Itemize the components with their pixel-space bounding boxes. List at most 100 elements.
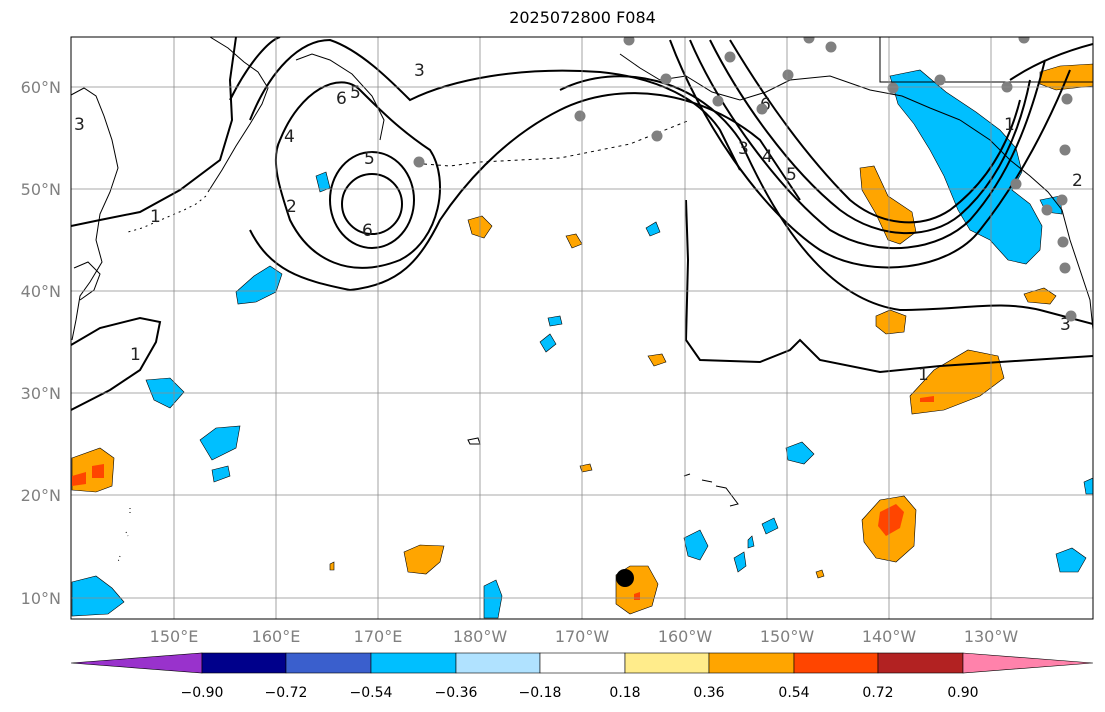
contour-2 — [229, 37, 801, 292]
positive-anomaly-area — [859, 165, 917, 245]
colorbar — [70, 652, 1094, 674]
chukotka-coastline — [295, 53, 385, 141]
colorbar-segment — [285, 652, 372, 674]
station-marker-icon — [623, 37, 635, 46]
contour-east-low-2 — [709, 39, 1031, 235]
lat-labels: 60°N 50°N 40°N 30°N 20°N 10°N — [21, 78, 61, 608]
contour-label: 4 — [284, 127, 295, 147]
station-marker-icon — [1059, 144, 1071, 156]
positive-anomaly-area — [1023, 287, 1057, 305]
contour-east-low-1 — [729, 39, 1021, 224]
negative-anomaly-area — [547, 315, 563, 327]
small-island — [467, 437, 481, 445]
contour-6 — [341, 173, 403, 235]
contour-3 — [249, 38, 741, 171]
lat-label: 50°N — [21, 180, 61, 199]
negative-anomaly-area — [483, 579, 503, 619]
strong-positive-anomaly-area — [920, 396, 934, 402]
lat-label: 30°N — [21, 384, 61, 403]
pressure-contours — [71, 37, 1093, 411]
station-marker-icon — [756, 103, 768, 115]
station-marker-icon — [1018, 37, 1030, 44]
plot-frame — [70, 36, 1094, 620]
colorbar-segment — [70, 652, 203, 674]
colorbar-tick: −0.18 — [519, 685, 562, 701]
negative-anomaly-area — [1055, 547, 1087, 573]
contour-east-low-6 — [1009, 43, 1093, 81]
strong-positive-anomaly-area — [878, 504, 904, 536]
colorbar-segment — [877, 652, 964, 674]
colorbar-tick: −0.72 — [265, 685, 308, 701]
station-marker-icon — [1056, 194, 1068, 206]
station-marker-icon — [1010, 178, 1022, 190]
colorbar-segment — [962, 652, 1094, 674]
colorbar-segment — [370, 652, 457, 674]
negative-anomaly-area — [785, 441, 815, 465]
station-marker-icon — [887, 82, 899, 94]
contour-label: 4 — [762, 147, 773, 167]
contour-1-west — [71, 37, 237, 227]
kuril-islands — [127, 195, 207, 233]
colorbar-tick: 0.90 — [947, 685, 978, 701]
positive-anomaly-area — [565, 233, 583, 249]
station-marker-icon — [574, 110, 586, 122]
station-marker-icon — [1059, 262, 1071, 274]
colorbar-tick: 0.18 — [609, 685, 640, 701]
contour-label: 2 — [1072, 171, 1083, 191]
negative-anomaly-area — [1083, 477, 1093, 495]
hawaii-islands — [683, 473, 739, 507]
station-marker-icon — [934, 74, 946, 86]
colorbar-segment — [539, 652, 626, 674]
lat-label: 20°N — [21, 486, 61, 505]
negative-anomaly-area — [315, 171, 331, 193]
anomaly-shading — [71, 63, 1093, 619]
contour-label: 5 — [350, 83, 361, 103]
station-marker-icon — [782, 69, 794, 81]
negative-anomaly-area — [71, 575, 125, 617]
strong-positive-anomaly-area — [72, 472, 86, 486]
station-marker-icon — [660, 73, 672, 85]
colorbar-ticks: −0.90 −0.72 −0.54 −0.36 −0.18 0.18 0.36 … — [181, 685, 979, 701]
lon-label: 150°E — [150, 627, 199, 646]
positive-anomaly-area — [815, 569, 825, 579]
lon-label: 170°E — [354, 627, 403, 646]
negative-anomaly-area — [645, 221, 661, 237]
contour-5 — [329, 151, 415, 249]
lat-label: 10°N — [21, 589, 61, 608]
asia-coastline — [71, 87, 119, 341]
alaska-coastline — [619, 53, 961, 121]
north-america-coastline — [959, 119, 1093, 331]
lon-label: 140°W — [862, 627, 917, 646]
aleutian-islands — [423, 119, 691, 167]
negative-anomaly-area — [199, 425, 241, 461]
negative-anomaly-area — [539, 333, 557, 353]
station-marker-icon — [803, 37, 815, 44]
kamchatka-coastline — [207, 37, 269, 193]
station-marker-icon — [1041, 204, 1053, 216]
contour-label: 1 — [130, 345, 141, 365]
positive-anomaly-area — [579, 463, 593, 473]
contour-east-low-5 — [559, 75, 1093, 325]
station-marker-icon — [1061, 93, 1073, 105]
negative-anomaly-area — [733, 551, 747, 573]
contour-label: 6 — [336, 89, 347, 109]
colorbar-segment — [201, 652, 287, 674]
marianas-dots — [117, 508, 131, 563]
station-marker-icon — [1065, 310, 1077, 322]
lon-label: 150°W — [760, 627, 815, 646]
colorbar-tick: 0.54 — [778, 685, 809, 701]
station-marker-icon — [712, 95, 724, 107]
contour-label: 5 — [364, 149, 375, 169]
map-title: 2025072800 F084 — [509, 8, 656, 27]
contour-label: 5 — [786, 165, 797, 185]
lon-label: 130°W — [964, 627, 1019, 646]
positive-anomaly-area — [647, 353, 667, 367]
contour-label: 1 — [918, 365, 929, 385]
station-markers — [413, 37, 1077, 322]
contour-1-central — [684, 199, 1093, 374]
contour-east-low-4 — [669, 39, 1071, 269]
contour-label: 3 — [414, 61, 425, 81]
contour-label: 2 — [286, 197, 297, 217]
station-marker-icon — [413, 156, 425, 168]
